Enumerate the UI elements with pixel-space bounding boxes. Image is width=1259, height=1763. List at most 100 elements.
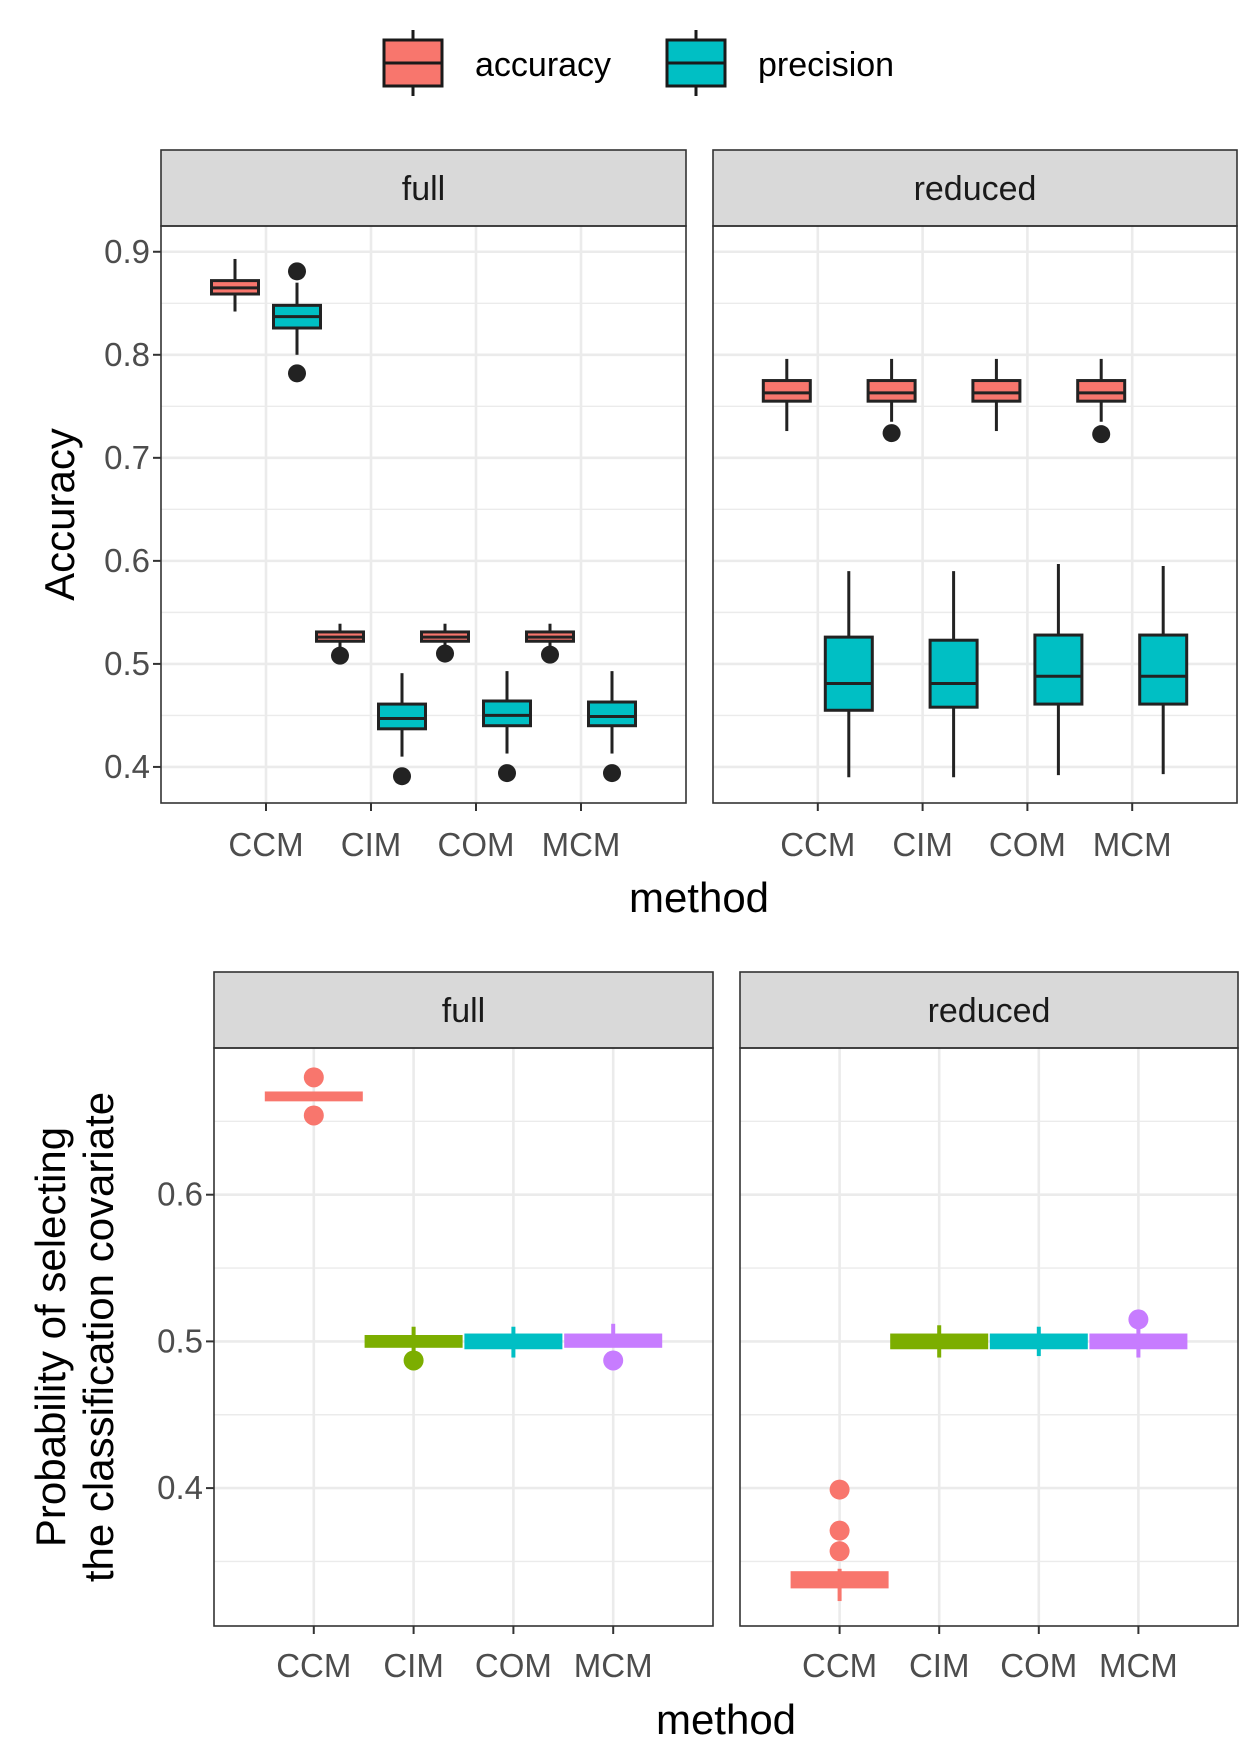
legend-key-precision [665, 30, 727, 96]
x-tick-label-CCM: CCM [228, 826, 303, 863]
y-tick-label: 0.4 [157, 1469, 203, 1506]
x-axis-title: method [629, 874, 769, 921]
panel-reduced: reduced CCM CIM COM MCM [739, 971, 1239, 1684]
box-precision-MCM [1138, 566, 1189, 775]
panel-full: full CCM CIM COM MCM [213, 971, 714, 1684]
legend-key-accuracy [382, 30, 444, 96]
x-tick-label-MCM: MCM [574, 1647, 653, 1684]
box-CIM [890, 1325, 989, 1358]
panel-reduced: reduced CCM CIM COM MCM [712, 149, 1238, 863]
outlier-point [303, 1105, 324, 1126]
y-axis-title-line: the classification covariate [75, 1092, 122, 1582]
x-tick-label-CCM: CCM [802, 1647, 877, 1684]
panel-border [712, 225, 1238, 804]
box-precision-COM [1033, 563, 1084, 776]
box [1076, 379, 1127, 403]
strip-label-full: full [402, 170, 445, 208]
outlier-point [882, 424, 901, 443]
x-tick-label-MCM: MCM [1099, 1647, 1178, 1684]
box-accuracy-CCM [761, 358, 812, 432]
outlier-point [288, 364, 306, 383]
box-accuracy-COM [420, 623, 470, 663]
outlier-point [331, 646, 349, 665]
y-axis-title-line: Accuracy [36, 428, 83, 601]
y-tick-label: 0.8 [104, 336, 150, 373]
strip-reduced [712, 149, 1238, 227]
box [482, 699, 532, 728]
panel-border [213, 1047, 714, 1627]
box [761, 379, 812, 403]
box-accuracy-CIM [866, 358, 917, 443]
box-precision-CIM [377, 673, 427, 786]
box-CCM [264, 1067, 363, 1126]
legend-label-precision: precision [758, 46, 894, 84]
y-axis-title: Accuracy [36, 428, 83, 601]
strip-label-reduced: reduced [928, 992, 1051, 1030]
box-accuracy-MCM [1076, 358, 1127, 444]
box [971, 379, 1022, 403]
x-tick-label-CCM: CCM [780, 826, 855, 863]
legend-label-accuracy: accuracy [475, 46, 611, 84]
strip-full [213, 971, 714, 1049]
box [377, 702, 427, 731]
x-tick-label-MCM: MCM [1093, 826, 1172, 863]
x-axis-title: method [656, 1696, 796, 1743]
box-COM [989, 1326, 1088, 1357]
accuracy-chart: full CCM CIM COM MCM reduced CCM CIM COM MCM 0.4 0.… [36, 149, 1238, 921]
box [823, 635, 874, 712]
outlier-point [1128, 1309, 1149, 1330]
box-precision-COM [482, 671, 532, 783]
outlier-point [288, 262, 306, 281]
box [587, 700, 637, 728]
y-tick-label: 0.6 [104, 542, 150, 579]
x-tick-label-COM: COM [438, 826, 515, 863]
box [866, 379, 917, 403]
y-tick-label: 0.5 [157, 1322, 203, 1359]
panel-background [713, 226, 1237, 803]
outlier-point [393, 767, 411, 786]
x-tick-label-COM: COM [475, 1647, 552, 1684]
x-tick-label-CIM: CIM [892, 826, 953, 863]
strip-label-reduced: reduced [914, 170, 1037, 208]
box-precision-CCM [272, 262, 322, 383]
box [1033, 633, 1084, 706]
x-tick-label-MCM: MCM [542, 826, 621, 863]
x-tick-label-CIM: CIM [909, 1647, 970, 1684]
box [1138, 633, 1189, 706]
strip-label-full: full [442, 992, 485, 1030]
x-tick-label-COM: COM [1000, 1647, 1077, 1684]
box-MCM [564, 1323, 663, 1371]
box-precision-CIM [928, 571, 979, 778]
panel-border [160, 225, 687, 804]
box-accuracy-COM [971, 358, 1022, 432]
box-precision-MCM [587, 671, 637, 783]
outlier-point [436, 644, 454, 663]
y-tick-label: 0.6 [157, 1176, 203, 1213]
box-CCM [790, 1479, 889, 1602]
outlier-point [603, 1350, 624, 1371]
outlier-point [541, 645, 559, 664]
box-accuracy-CIM [315, 623, 365, 665]
x-tick-label-COM: COM [989, 826, 1066, 863]
legend: accuracy precision [382, 30, 894, 96]
y-tick-label: 0.7 [104, 439, 150, 476]
x-tick-label-CCM: CCM [276, 1647, 351, 1684]
x-tick-label-CIM: CIM [383, 1647, 444, 1684]
x-tick-label-CIM: CIM [341, 826, 402, 863]
y-tick-label: 0.4 [104, 748, 150, 785]
panel-full: full CCM CIM COM MCM [160, 149, 687, 863]
outlier-point [403, 1350, 424, 1371]
y-tick-label: 0.9 [104, 233, 150, 270]
outlier-point [1092, 425, 1111, 444]
y-axis-title: Probability of selectingthe classificati… [27, 1092, 122, 1582]
box-accuracy-CCM [210, 258, 260, 312]
outlier-point [603, 764, 621, 783]
panel-border [739, 1047, 1239, 1627]
probability-chart: full CCM CIM COM MCM reduced CCM CIM COM MCM 0.4 0.… [27, 971, 1239, 1743]
box-accuracy-MCM [525, 623, 575, 664]
box-MCM [1089, 1309, 1188, 1358]
y-axis-title-line: Probability of selecting [27, 1127, 74, 1547]
strip-full [160, 149, 687, 227]
outlier-point [498, 764, 516, 783]
